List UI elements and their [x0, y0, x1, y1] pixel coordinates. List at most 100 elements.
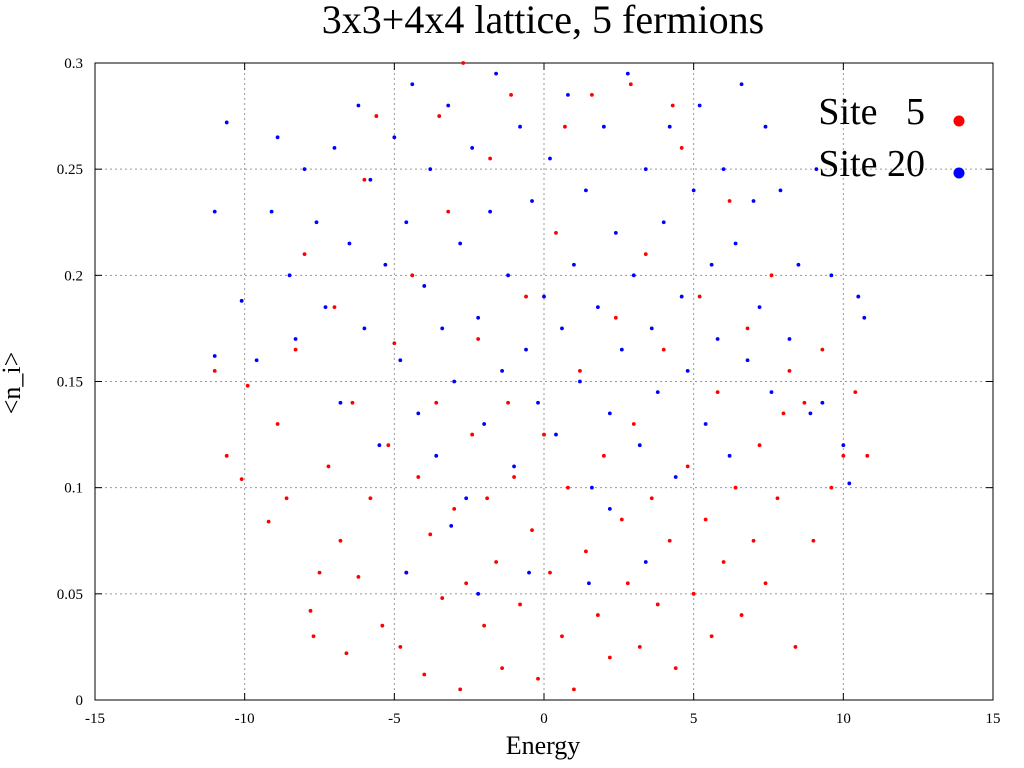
data-point — [434, 400, 439, 405]
data-point — [404, 220, 409, 225]
data-point — [572, 262, 576, 267]
data-point — [524, 347, 528, 352]
data-point — [781, 411, 786, 416]
data-point — [862, 315, 867, 320]
data-point — [787, 368, 792, 373]
data-point — [548, 570, 552, 575]
data-point — [775, 496, 780, 501]
data-point — [269, 209, 274, 214]
data-point — [739, 613, 744, 617]
data-point — [509, 92, 513, 97]
data-point — [566, 92, 570, 97]
data-point — [452, 379, 457, 384]
data-point — [356, 103, 361, 108]
data-point — [308, 608, 313, 613]
data-point — [745, 358, 750, 363]
data-point — [589, 92, 594, 97]
data-point — [625, 71, 630, 76]
data-point — [212, 368, 217, 373]
y-tick-label: 0.15 — [57, 375, 83, 391]
x-tick-label: 10 — [836, 711, 851, 727]
data-point — [392, 135, 397, 140]
data-point — [338, 538, 343, 543]
data-point — [275, 422, 280, 426]
data-point — [356, 574, 361, 579]
data-point — [649, 496, 654, 501]
y-tick-label: 0.25 — [57, 162, 83, 178]
data-point — [554, 432, 558, 437]
data-point — [673, 475, 678, 479]
x-tick-label: 15 — [986, 711, 1001, 727]
data-point — [404, 570, 409, 575]
legend-label: Site 5 — [818, 91, 925, 133]
data-point — [703, 517, 708, 522]
data-point — [757, 443, 762, 448]
data-point — [769, 273, 774, 278]
data-point — [560, 634, 564, 639]
data-point — [494, 560, 499, 564]
x-axis-label: Energy — [506, 731, 581, 760]
data-point — [727, 199, 732, 203]
data-point — [829, 273, 834, 278]
data-point — [368, 177, 373, 182]
data-point — [643, 252, 648, 256]
data-point — [661, 347, 666, 352]
data-point — [350, 400, 355, 405]
data-point — [476, 591, 481, 596]
data-point — [661, 220, 666, 225]
data-point — [649, 326, 654, 331]
data-point — [362, 177, 367, 182]
data-point — [458, 241, 463, 246]
data-point — [398, 645, 403, 649]
data-point — [763, 581, 768, 586]
data-point — [416, 411, 421, 416]
data-point — [428, 532, 433, 537]
data-point — [476, 337, 481, 341]
data-point — [613, 230, 618, 235]
data-point — [374, 114, 379, 118]
data-point — [437, 114, 442, 118]
data-point — [691, 591, 696, 596]
data-point — [470, 432, 475, 437]
data-point — [856, 294, 861, 299]
data-point — [613, 315, 618, 320]
data-point — [566, 485, 570, 490]
data-point — [449, 523, 454, 528]
data-point — [410, 82, 415, 87]
data-point — [323, 305, 328, 310]
data-point — [434, 453, 439, 458]
data-point — [554, 230, 558, 235]
data-point — [485, 496, 490, 501]
data-point — [428, 167, 433, 172]
data-point — [667, 124, 672, 129]
data-point — [542, 432, 546, 437]
data-point — [787, 337, 792, 341]
data-point — [769, 390, 774, 395]
data-point — [302, 252, 307, 256]
data-point — [685, 464, 690, 469]
series-site-20 — [212, 71, 867, 596]
data-point — [386, 443, 391, 448]
data-point — [476, 315, 481, 320]
data-point — [631, 422, 636, 426]
data-point — [619, 347, 624, 352]
data-point — [368, 496, 373, 501]
data-point — [500, 368, 504, 373]
y-tick-label: 0 — [76, 693, 84, 709]
data-point — [512, 475, 516, 479]
data-point — [820, 400, 825, 405]
data-point — [527, 570, 531, 575]
data-point — [667, 538, 672, 543]
data-point — [224, 453, 229, 458]
data-point — [410, 273, 415, 278]
data-point — [829, 485, 834, 490]
data-point — [500, 666, 504, 671]
data-point — [362, 326, 367, 331]
data-point — [347, 241, 352, 246]
data-point — [655, 602, 660, 607]
legend-marker — [953, 167, 965, 179]
data-point — [811, 538, 816, 543]
data-point — [584, 188, 588, 193]
data-point — [464, 581, 469, 586]
y-tick-label: 0.05 — [57, 587, 83, 603]
